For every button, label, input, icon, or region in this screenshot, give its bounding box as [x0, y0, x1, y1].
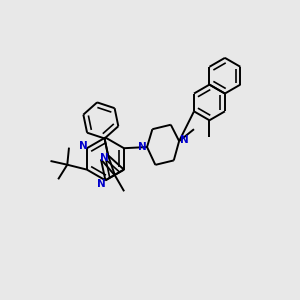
- Text: N: N: [138, 142, 147, 152]
- Text: N: N: [100, 153, 109, 163]
- Text: N: N: [179, 135, 188, 145]
- Text: N: N: [79, 141, 88, 151]
- Text: N: N: [97, 179, 106, 189]
